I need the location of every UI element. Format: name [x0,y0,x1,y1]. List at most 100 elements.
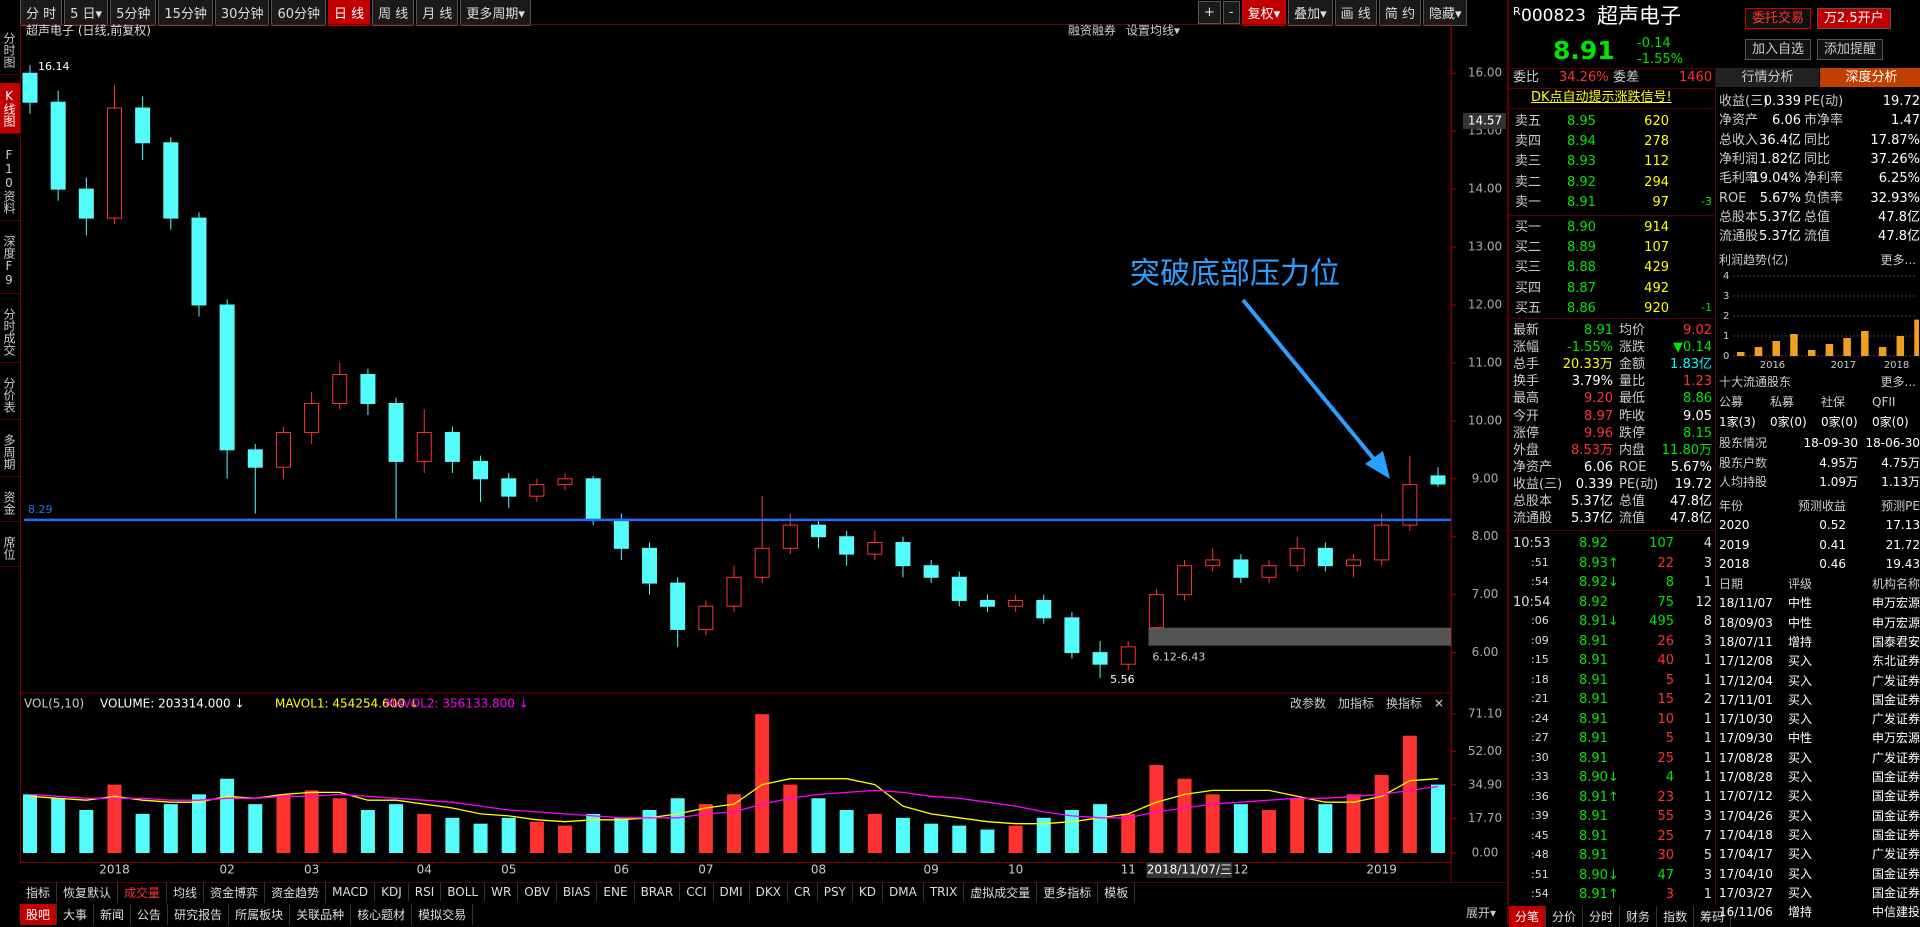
quote-tab[interactable]: 财务 [1620,906,1658,927]
indicator-tab[interactable]: WR [485,883,519,901]
volume-button[interactable]: ✕ [1434,697,1444,711]
tick-count: 12 [1695,594,1712,610]
bottom-tab[interactable]: 核心题材 [351,903,413,925]
indicator-tab[interactable]: PSY [818,883,853,901]
rating-cell: 买入 [1788,654,1813,669]
volume-button[interactable]: 改参数 [1290,696,1326,711]
side-tab[interactable]: K线图 [0,83,20,134]
indicator-tab[interactable]: 均线 [167,881,205,903]
candle-body [951,576,967,601]
indicator-tab[interactable]: BOLL [441,883,486,901]
indicator-tab[interactable]: BIAS [557,883,598,901]
order-price: 8.89 [1567,240,1596,256]
indicator-tab[interactable]: KD [853,883,883,901]
indicator-tab[interactable]: DMI [714,883,750,901]
period-button[interactable]: 更多周期▾ [460,0,531,26]
indicator-tab[interactable]: ENE [597,883,635,901]
side-tab[interactable]: F10资料 [0,142,20,221]
bottom-tab[interactable]: 关联品种 [290,903,352,925]
indicator-tab[interactable]: TRIX [924,883,965,901]
period-button[interactable]: 60分钟 [271,0,326,26]
fund-label: 总股本 [1719,209,1759,225]
quote-button[interactable]: 添加提醒 [1817,39,1884,60]
order-level: 买一 [1515,220,1542,235]
indicator-tab[interactable]: 模板 [1098,881,1136,903]
indicator-tab[interactable]: KDJ [375,883,409,901]
indicator-tab[interactable]: CCI [680,883,714,901]
analysis-tab[interactable]: 深度分析 [1820,68,1920,87]
indicator-tab[interactable]: CR [788,883,818,901]
side-tab[interactable]: 分价表 [0,371,20,420]
volume-bar [51,798,66,853]
period-button[interactable]: 15分钟 [158,0,213,26]
tool-button[interactable]: 叠加▾ [1288,0,1333,26]
side-tab[interactable]: 席位 [0,530,20,567]
tool-button[interactable]: 简 约 [1378,0,1421,26]
indicator-tab[interactable]: 恢复默认 [57,881,119,903]
period-button[interactable]: 月 线 [416,0,459,26]
chart-button[interactable]: 设置均线▾ [1126,24,1180,38]
period-button[interactable]: 30分钟 [214,0,270,26]
volume-button[interactable]: 换指标 [1386,696,1422,711]
rating-cell: 买入 [1788,712,1813,727]
side-tab[interactable]: 资金 [0,485,20,522]
quote-button[interactable]: 万2.5开户 [1817,8,1891,29]
bottom-tab[interactable]: 模拟交易 [412,903,474,925]
more-link[interactable]: 更多... [1880,253,1916,267]
tool-button[interactable]: 复权▾ [1241,0,1287,26]
stat-label: 内盘 [1619,442,1646,458]
quote-tab[interactable]: 筹码 [1694,906,1732,927]
side-tab[interactable]: 分时成交 [0,302,20,363]
bottom-tab[interactable]: 研究报告 [168,903,230,925]
bottom-tab[interactable]: 公告 [131,903,169,925]
bottom-tab[interactable]: 大事 [57,903,95,925]
side-tab[interactable]: 多周期 [0,428,20,477]
indicator-tab[interactable]: 成交量 [118,881,168,903]
stat-value: 5.67% [1670,459,1712,475]
indicator-tab[interactable]: 资金博弈 [204,881,266,903]
volume-button[interactable]: 加指标 [1338,696,1374,711]
volume-bar [417,813,432,853]
dk-signal[interactable]: DK点自动提示涨跌信号! [1531,90,1672,105]
indicator-tab[interactable]: DMA [883,883,924,901]
indicator-tab[interactable]: MACD [326,883,376,901]
forecast-cell: 预测PE [1881,499,1920,513]
quote-button[interactable]: 加入自选 [1745,39,1812,60]
tool-button[interactable]: - [1222,0,1240,24]
tool-button[interactable]: + [1198,0,1221,24]
quote-tab[interactable]: 指数 [1657,906,1695,927]
side-tab[interactable]: 深度F9 [0,229,20,294]
period-button[interactable]: 周 线 [372,0,415,26]
period-button[interactable]: 5分钟 [110,0,157,26]
period-button[interactable]: 分 时 [20,0,63,26]
x-tick-label: 2018 [99,863,130,877]
quote-tab[interactable]: 分价 [1546,906,1584,927]
tool-button[interactable]: 画 线 [1334,0,1377,26]
indicator-tab[interactable]: 资金趋势 [265,881,327,903]
quote-tab[interactable]: 分笔 [1509,906,1547,927]
bottom-tab[interactable]: 新闻 [94,903,132,925]
side-tab[interactable]: 分时图 [0,26,20,75]
indicator-tab[interactable]: 指标 [20,881,58,903]
more-link[interactable]: 更多... [1880,375,1916,389]
rating-cell: 买入 [1788,673,1813,688]
period-button[interactable]: 5 日▾ [64,0,109,26]
quote-tab[interactable]: 分时 [1583,906,1621,927]
stat-value: 20.33万 [1562,357,1613,373]
indicator-tab[interactable]: 更多指标 [1037,881,1099,903]
indicator-tab[interactable]: OBV [518,883,557,901]
chart-button[interactable]: 融资融券 [1068,24,1116,38]
bottom-tab[interactable]: 所属板块 [229,903,291,925]
period-button[interactable]: 日 线 [328,0,371,26]
indicator-tab[interactable]: DKX [750,883,788,901]
indicator-tab[interactable]: RSI [409,883,442,901]
x-tick-label: 03 [304,863,319,877]
indicator-tab[interactable]: 虚拟成交量 [964,881,1038,903]
tool-button[interactable]: 隐藏▾ [1422,0,1468,26]
order-price: 8.92 [1567,174,1596,190]
expand-button[interactable]: 展开▾ [1466,906,1497,920]
bottom-tab[interactable]: 股吧 [20,903,58,925]
indicator-tab[interactable]: BRAR [635,883,681,901]
quote-button[interactable]: 委托交易 [1745,8,1812,29]
analysis-tab[interactable]: 行情分析 [1716,68,1819,87]
